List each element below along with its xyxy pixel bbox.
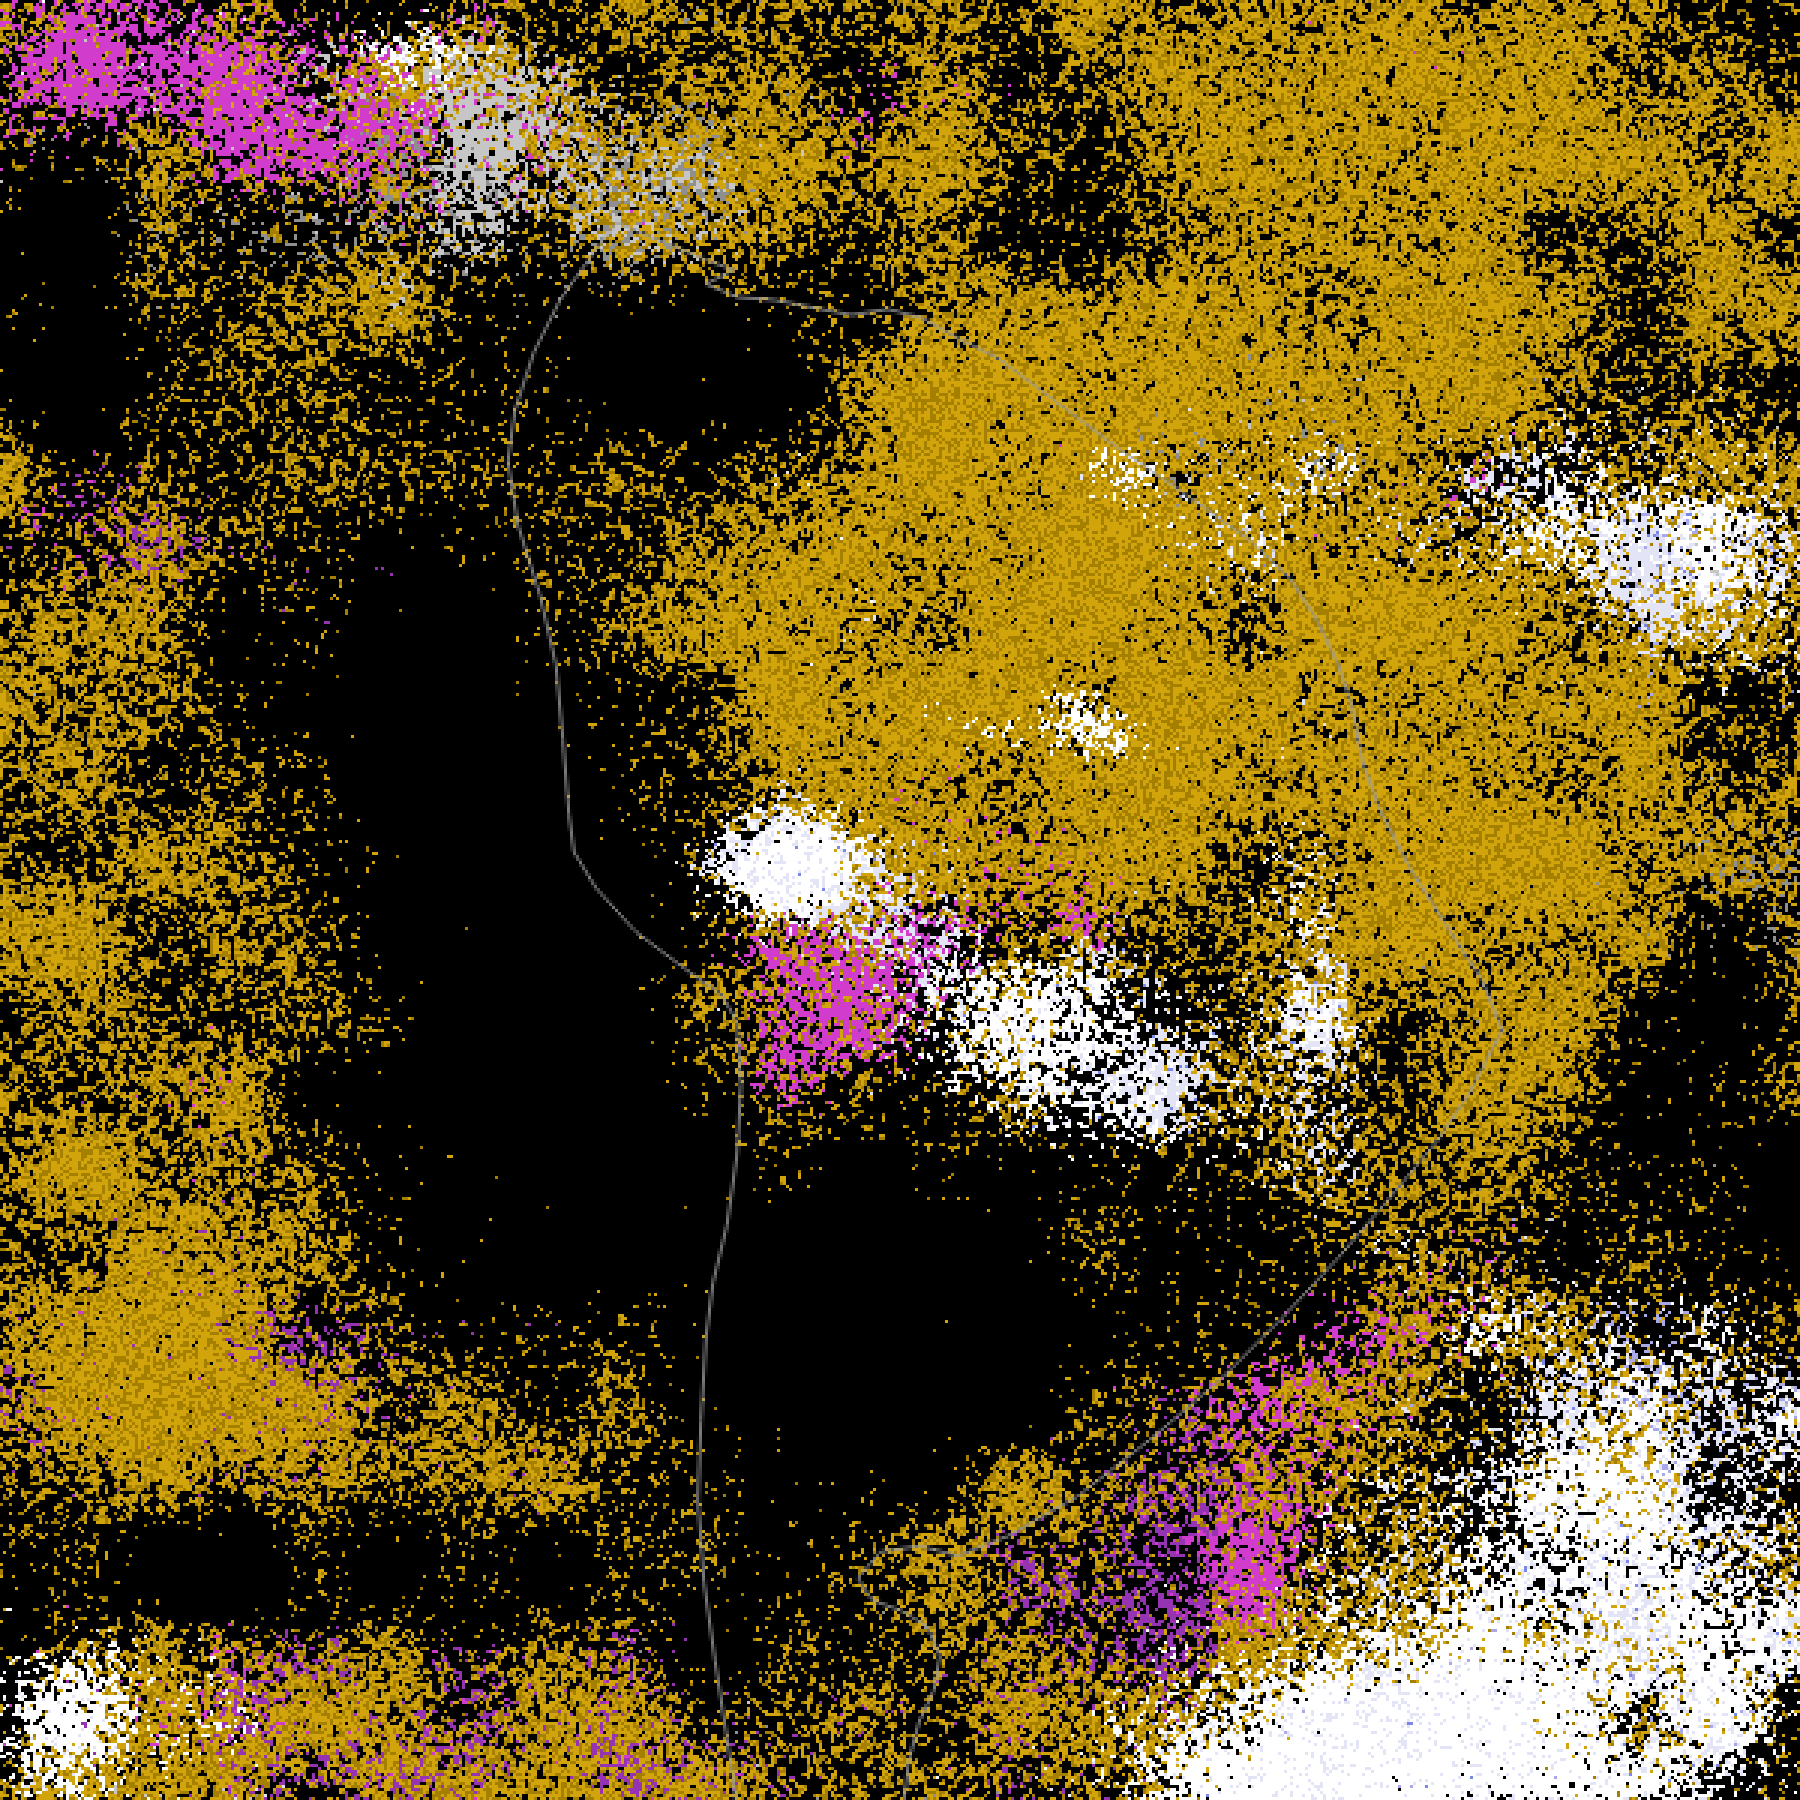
satellite-false-color-image [0,0,1800,1800]
satellite-view [0,0,1800,1800]
